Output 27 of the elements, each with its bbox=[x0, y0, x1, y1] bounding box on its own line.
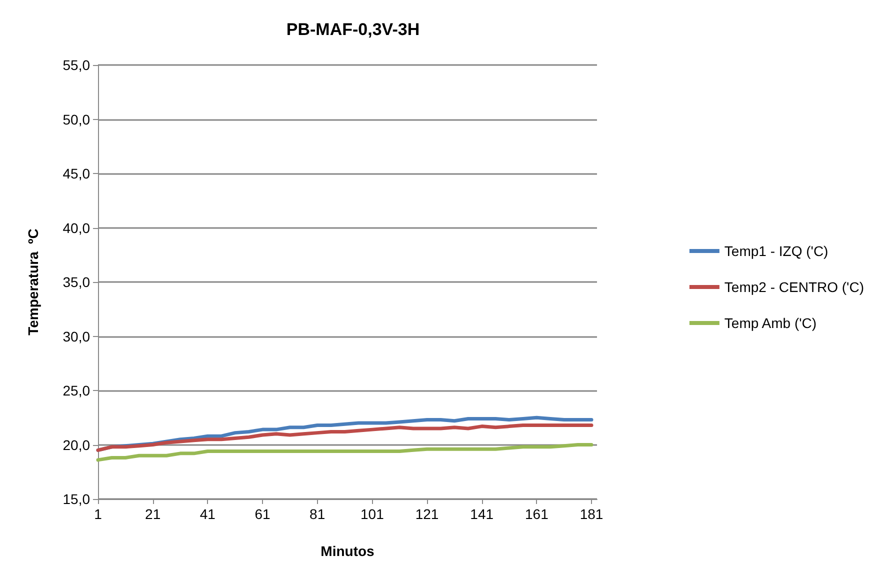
y-tick-label: 45,0 bbox=[62, 166, 90, 182]
x-axis-title: Minutos bbox=[320, 543, 375, 559]
x-tick-label: 101 bbox=[360, 506, 384, 522]
y-tick-label: 20,0 bbox=[62, 436, 90, 453]
x-tick-label: 181 bbox=[580, 506, 604, 522]
x-tick-label: 121 bbox=[415, 506, 439, 522]
y-tick-label: 35,0 bbox=[62, 274, 90, 290]
legend-label: Temp2 - CENTRO ('C) bbox=[724, 279, 864, 295]
legend-label: Temp1 - IZQ ('C) bbox=[724, 243, 828, 259]
x-tick-label: 161 bbox=[525, 506, 549, 522]
y-tick-label: 50,0 bbox=[62, 111, 90, 128]
y-tick-label: 40,0 bbox=[62, 220, 90, 236]
y-axis-title: Temperatura ºC bbox=[25, 228, 41, 336]
y-tick-label: 15,0 bbox=[62, 491, 90, 507]
x-tick-label: 141 bbox=[470, 506, 494, 522]
y-tick-label: 55,0 bbox=[62, 57, 90, 73]
x-tick-label: 61 bbox=[254, 506, 271, 522]
x-tick-label: 81 bbox=[310, 506, 326, 522]
line-series bbox=[96, 443, 594, 462]
x-tick-label: 1 bbox=[94, 506, 102, 522]
y-tick-label: 30,0 bbox=[62, 328, 90, 344]
y-tick-label: 25,0 bbox=[62, 382, 90, 398]
x-tick-label: 21 bbox=[145, 506, 161, 522]
line-series bbox=[96, 423, 594, 452]
legend-label: Temp Amb ('C) bbox=[724, 315, 817, 331]
x-tick-label: 41 bbox=[200, 506, 216, 522]
chart-title: PB-MAF-0,3V-3H bbox=[286, 20, 420, 39]
